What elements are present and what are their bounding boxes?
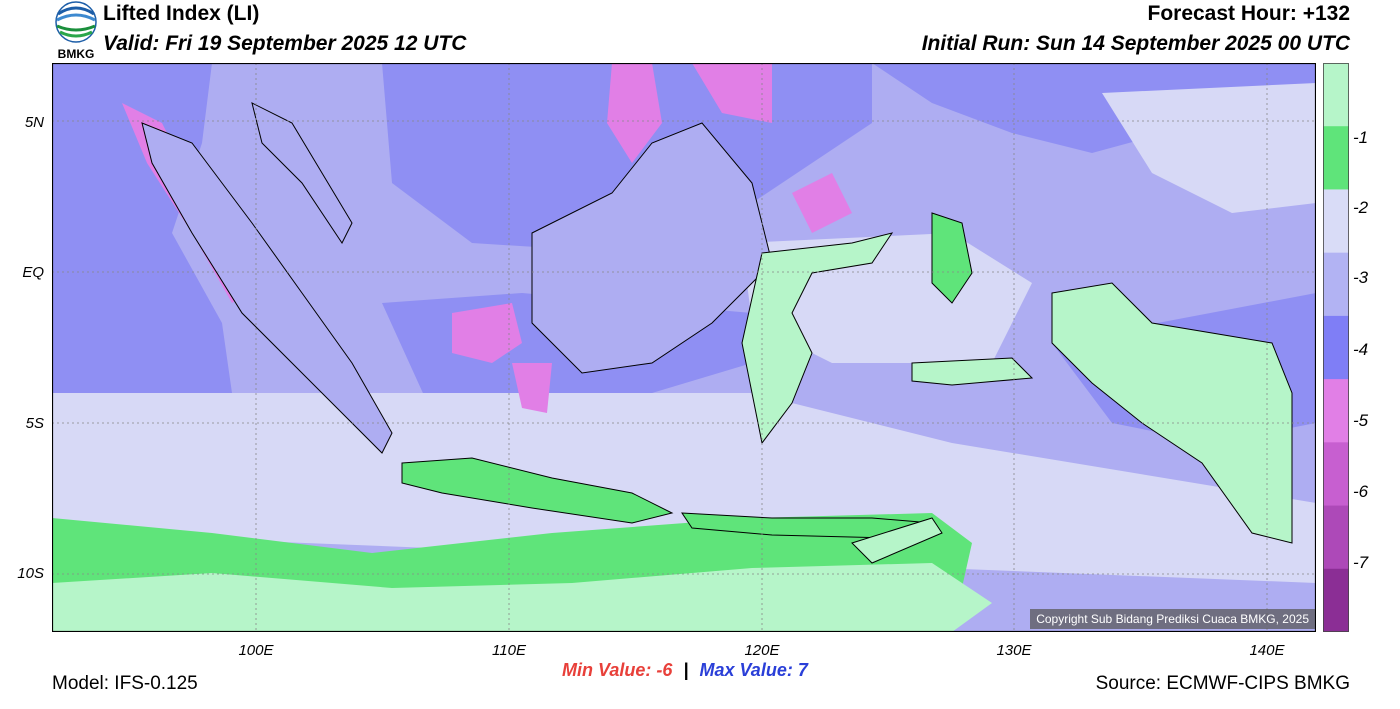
colorbar-segment [1323,63,1349,127]
light-zone-north [1102,83,1316,213]
light-green-ocean [52,563,992,632]
magenta-borneo-west [452,303,522,363]
colorbar-segment [1323,379,1349,443]
lon-label-140e: 140E [1249,642,1285,659]
valid-time: Valid: Fri 19 September 2025 12 UTC [103,32,467,55]
land-malay [251,102,353,244]
land-sumatra [141,122,393,454]
colorbar-label-neg4: -4 [1353,340,1369,359]
source-info: Source: ECMWF-CIPS BMKG [1095,673,1350,694]
grid-lines [52,63,1316,632]
land-java [401,457,674,524]
magenta-ne [692,63,772,123]
land-timor [851,517,943,564]
forecast-hour: Forecast Hour: +132 [1147,2,1351,25]
map-frame [51,62,1317,633]
min-value: -6 [656,660,673,680]
lat-label-5s: 5S [25,415,44,432]
colorbar-label-neg2: -2 [1353,198,1369,217]
page-title: Lifted Index (LI) [103,2,260,25]
land-seram [911,357,1034,386]
light-zone-south [52,393,1316,583]
land-sulawesi [741,232,894,445]
deep-zone-pacific [872,63,1316,153]
max-label: Max Value: [699,660,793,680]
lat-label-eq: EQ [22,264,44,281]
magenta-java-sea [512,363,552,413]
colorbar-label-neg7: -7 [1353,553,1369,572]
lat-label-10s: 10S [17,565,44,582]
colorbar-segment [1323,568,1349,633]
bmkg-logo: BMKG [52,0,100,62]
colorbar-segment [1323,505,1349,570]
colorbar-segment [1323,315,1349,380]
lon-label-130e: 130E [996,642,1032,659]
minmax-separator: | [683,660,689,680]
colorbar-label-neg3: -3 [1353,268,1369,287]
land-halmahera [931,212,973,304]
map-canvas [51,62,1317,633]
min-max-values: Min Value: -6 | Max Value: 7 [562,660,808,681]
colorbar-segment [1323,189,1349,254]
colorbar-segment [1323,126,1349,190]
min-label: Min Value: [562,660,652,680]
model-info: Model: IFS-0.125 [52,673,198,694]
lon-label-120e: 120E [744,642,780,659]
max-value: 7 [797,660,808,680]
lon-label-110e: 110E [492,642,526,659]
copyright-note: Copyright Sub Bidang Prediksi Cuaca BMKG… [1030,609,1315,629]
lon-label-100e: 100E [238,642,274,659]
colorbar-label-neg1: -1 [1353,128,1369,147]
colorbar-label-neg5: -5 [1353,411,1369,430]
colorbar-label-neg6: -6 [1353,482,1369,501]
magenta-scs [607,63,662,163]
li-forecast-map [51,62,1317,633]
initial-run: Initial Run: Sun 14 September 2025 00 UT… [921,32,1350,55]
colorbar [1323,63,1349,633]
colorbar-segment [1323,442,1349,507]
colorbar-segment [1323,252,1349,317]
magenta-celebes [792,173,852,233]
lat-label-5n: 5N [24,114,44,131]
land-papua [1051,282,1293,544]
logo-text: BMKG [58,47,95,61]
